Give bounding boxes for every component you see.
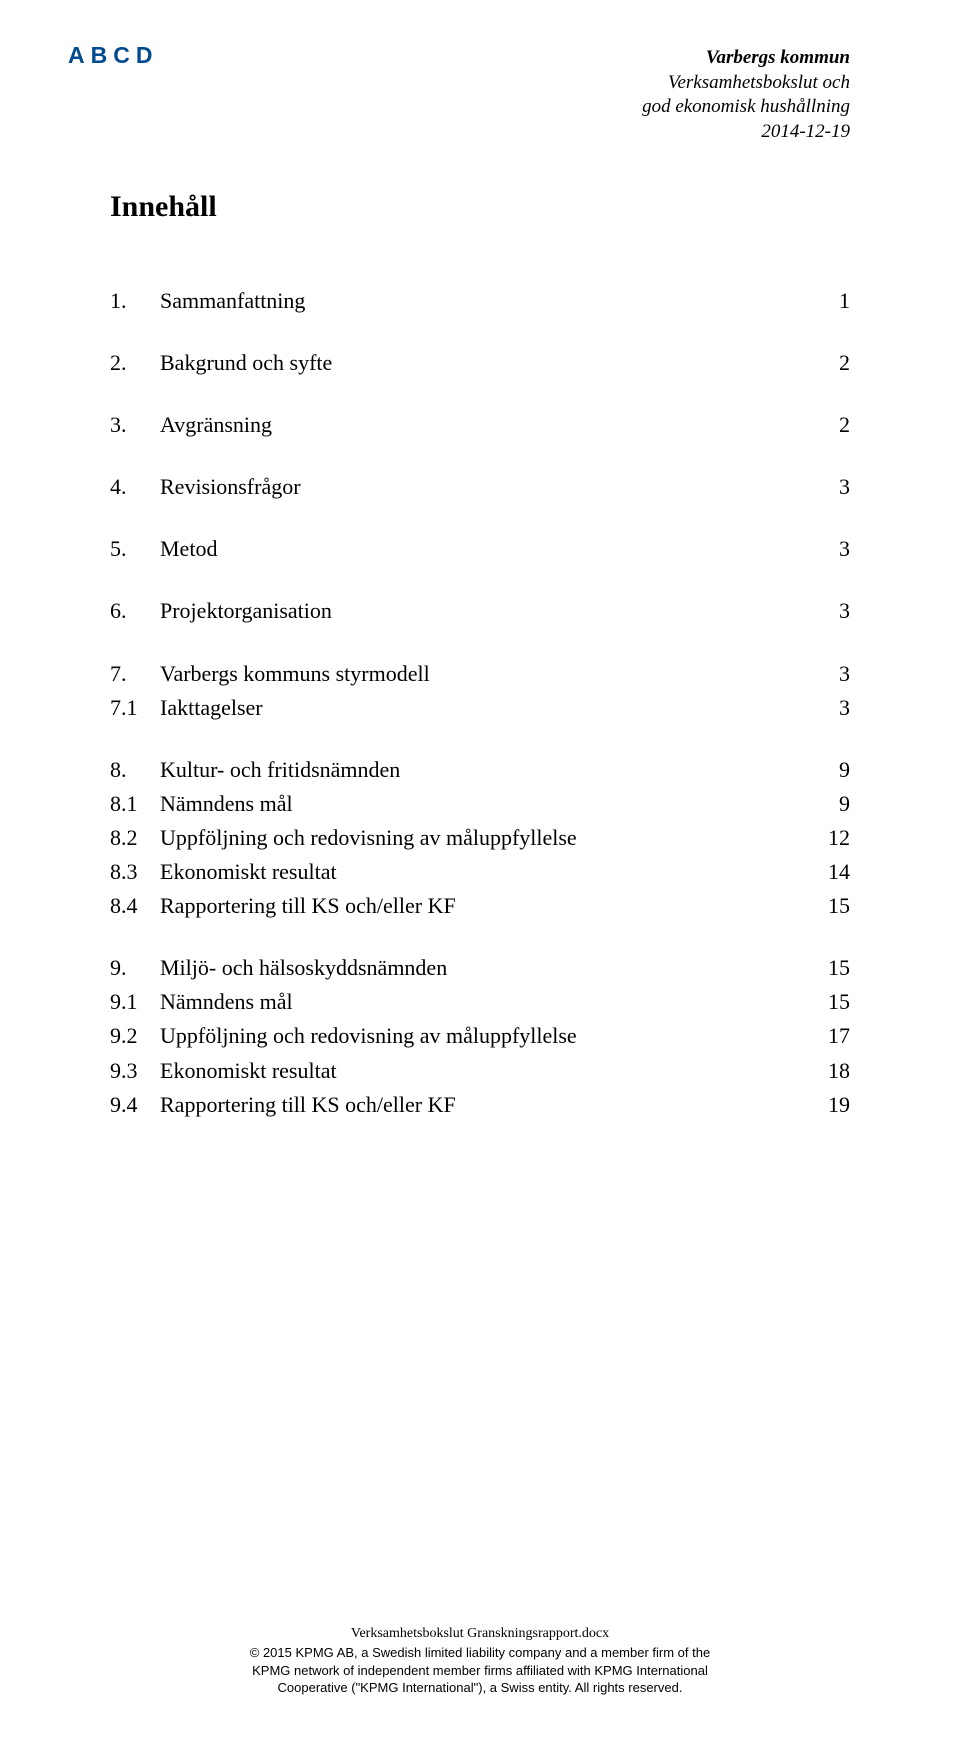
footer-copyright-2: KPMG network of independent member firms…: [0, 1662, 960, 1680]
toc-number: 7.1: [110, 691, 160, 725]
footer-copyright-3: Cooperative ("KPMG International"), a Sw…: [0, 1679, 960, 1697]
toc-row: 9.Miljö- och hälsoskyddsnämnden15: [110, 951, 850, 985]
toc-row: 8.1Nämndens mål9: [110, 787, 850, 821]
toc-number: 4.: [110, 470, 160, 504]
toc-label: Varbergs kommuns styrmodell: [160, 657, 810, 691]
toc-block: 3.Avgränsning2: [110, 408, 850, 442]
toc-label: Projektorganisation: [160, 594, 810, 628]
footer: Verksamhetsbokslut Granskningsrapport.do…: [0, 1625, 960, 1697]
toc-label: Uppföljning och redovisning av måluppfyl…: [160, 1019, 810, 1053]
toc-page: 9: [810, 753, 850, 787]
toc-label: Iakttagelser: [160, 691, 810, 725]
toc-number: 8.2: [110, 821, 160, 855]
toc-block: 6.Projektorganisation3: [110, 594, 850, 628]
toc-label: Kultur- och fritidsnämnden: [160, 753, 810, 787]
header-line2: Verksamhetsbokslut och: [642, 71, 850, 96]
toc-row: 3.Avgränsning2: [110, 408, 850, 442]
toc-page: 15: [810, 889, 850, 923]
header-line3: god ekonomisk hushållning: [642, 95, 850, 120]
toc-page: 2: [810, 346, 850, 380]
toc-number: 6.: [110, 594, 160, 628]
toc-row: 7.Varbergs kommuns styrmodell3: [110, 657, 850, 691]
toc-row: 6.Projektorganisation3: [110, 594, 850, 628]
toc-label: Metod: [160, 532, 810, 566]
toc-label: Nämndens mål: [160, 787, 810, 821]
toc-label: Ekonomiskt resultat: [160, 855, 810, 889]
toc-block: 1.Sammanfattning1: [110, 284, 850, 318]
toc-label: Revisionsfrågor: [160, 470, 810, 504]
toc-row: 1.Sammanfattning1: [110, 284, 850, 318]
toc-page: 14: [810, 855, 850, 889]
toc-row: 8.Kultur- och fritidsnämnden9: [110, 753, 850, 787]
toc-row: 9.4Rapportering till KS och/eller KF19: [110, 1088, 850, 1122]
logo-abcd: ABCD: [68, 42, 158, 69]
toc-page: 15: [810, 951, 850, 985]
toc-number: 7.: [110, 657, 160, 691]
toc-number: 2.: [110, 346, 160, 380]
toc-label: Nämndens mål: [160, 985, 810, 1019]
toc-row: 9.3Ekonomiskt resultat18: [110, 1054, 850, 1088]
toc-block: 2.Bakgrund och syfte2: [110, 346, 850, 380]
toc-number: 9.: [110, 951, 160, 985]
toc-number: 9.2: [110, 1019, 160, 1053]
toc-label: Avgränsning: [160, 408, 810, 442]
header-date: 2014-12-19: [642, 120, 850, 145]
toc-block: 4.Revisionsfrågor3: [110, 470, 850, 504]
footer-copyright-1: © 2015 KPMG AB, a Swedish limited liabil…: [0, 1644, 960, 1662]
toc-row: 2.Bakgrund och syfte2: [110, 346, 850, 380]
toc-label: Rapportering till KS och/eller KF: [160, 1088, 810, 1122]
toc-page: 3: [810, 657, 850, 691]
toc-row: 9.2Uppföljning och redovisning av målupp…: [110, 1019, 850, 1053]
header-block: Varbergs kommun Verksamhetsbokslut och g…: [642, 46, 850, 145]
toc-page: 3: [810, 470, 850, 504]
document-page: ABCD Varbergs kommun Verksamhetsbokslut …: [0, 0, 960, 1737]
toc-page: 3: [810, 532, 850, 566]
toc-block: 9.Miljö- och hälsoskyddsnämnden159.1Nämn…: [110, 951, 850, 1121]
footer-filename: Verksamhetsbokslut Granskningsrapport.do…: [0, 1625, 960, 1644]
toc-block: 8.Kultur- och fritidsnämnden98.1Nämndens…: [110, 753, 850, 923]
toc-label: Miljö- och hälsoskyddsnämnden: [160, 951, 810, 985]
header-org: Varbergs kommun: [642, 46, 850, 71]
toc-page: 15: [810, 985, 850, 1019]
toc-row: 7.1Iakttagelser3: [110, 691, 850, 725]
toc-row: 5.Metod3: [110, 532, 850, 566]
toc-number: 1.: [110, 284, 160, 318]
toc-number: 8.4: [110, 889, 160, 923]
toc-label: Uppföljning och redovisning av måluppfyl…: [160, 821, 810, 855]
toc-row: 8.2Uppföljning och redovisning av målupp…: [110, 821, 850, 855]
toc-number: 8.1: [110, 787, 160, 821]
toc-label: Ekonomiskt resultat: [160, 1054, 810, 1088]
toc-label: Bakgrund och syfte: [160, 346, 810, 380]
toc-page: 19: [810, 1088, 850, 1122]
toc-page: 1: [810, 284, 850, 318]
toc-label: Sammanfattning: [160, 284, 810, 318]
toc-block: 5.Metod3: [110, 532, 850, 566]
toc-block: 7.Varbergs kommuns styrmodell37.1Iakttag…: [110, 657, 850, 725]
toc-number: 9.1: [110, 985, 160, 1019]
toc-page: 2: [810, 408, 850, 442]
toc-row: 8.4Rapportering till KS och/eller KF15: [110, 889, 850, 923]
toc-page: 9: [810, 787, 850, 821]
toc-number: 9.3: [110, 1054, 160, 1088]
table-of-contents: 1.Sammanfattning12.Bakgrund och syfte23.…: [110, 284, 850, 1122]
toc-page: 18: [810, 1054, 850, 1088]
toc-page: 3: [810, 691, 850, 725]
toc-page: 17: [810, 1019, 850, 1053]
toc-page: 3: [810, 594, 850, 628]
page-title: Innehåll: [110, 190, 850, 224]
toc-number: 8.3: [110, 855, 160, 889]
toc-number: 5.: [110, 532, 160, 566]
toc-number: 8.: [110, 753, 160, 787]
toc-row: 4.Revisionsfrågor3: [110, 470, 850, 504]
toc-row: 9.1Nämndens mål15: [110, 985, 850, 1019]
toc-label: Rapportering till KS och/eller KF: [160, 889, 810, 923]
toc-row: 8.3Ekonomiskt resultat14: [110, 855, 850, 889]
toc-page: 12: [810, 821, 850, 855]
toc-number: 3.: [110, 408, 160, 442]
toc-number: 9.4: [110, 1088, 160, 1122]
